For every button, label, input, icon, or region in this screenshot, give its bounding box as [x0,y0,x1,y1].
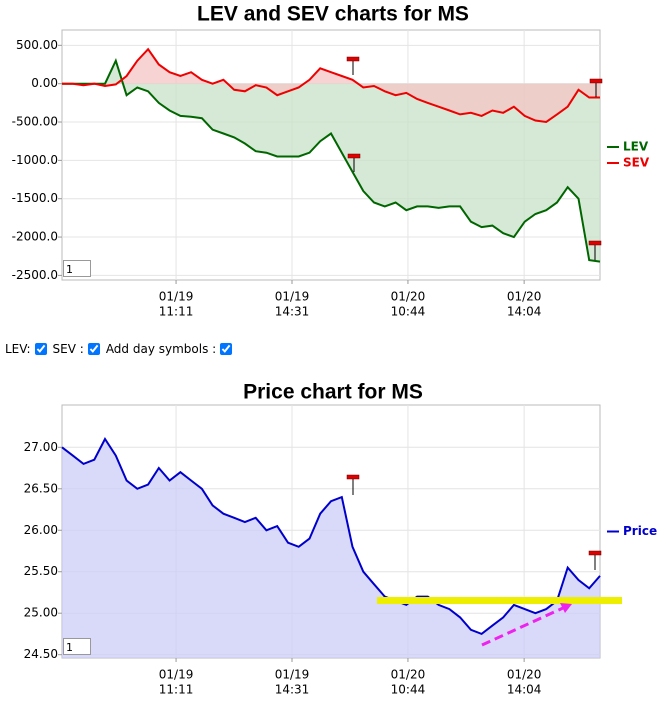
day-symbol [589,78,603,84]
x-tick-time: 11:11 [159,305,194,319]
series-area [62,439,600,658]
x-tick-label: 01/20 [507,668,542,682]
series-area [62,49,600,123]
controls: LEV: SEV : Add day symbols : [5,342,236,356]
series-line [62,47,600,124]
day-symbol [588,240,602,246]
day-symbol [346,56,360,62]
control-checkbox[interactable] [87,343,100,355]
y-tick-label: 26.50 [24,481,58,495]
control-label: Add day symbols : [105,342,217,356]
x-tick-label: 01/20 [391,290,426,304]
y-tick-label: 26.00 [24,523,58,537]
y-tick-label: -500.00 [12,115,58,129]
control-label: SEV : [52,342,84,356]
chart-title: Price chart for MS [243,381,423,404]
y-tick-label: 500.00 [16,38,58,52]
day-symbol [347,153,361,159]
legend-label: Price [623,524,657,538]
control-label: LEV: [5,342,31,356]
x-tick-time: 14:31 [275,305,310,319]
x-tick-label: 01/19 [159,668,194,682]
series-line [62,57,601,263]
y-tick-label: -2000.0 [12,230,58,244]
y-tick-label: 25.50 [24,564,58,578]
x-tick-time: 11:11 [159,683,194,697]
day-symbol [346,474,360,480]
legend-label: SEV [623,156,650,170]
series-line [61,437,601,636]
y-tick-label: -1500.0 [12,191,58,205]
y-tick-label: 27.00 [24,440,58,454]
y-tick-label: -2500.0 [12,268,58,282]
x-tick-time: 10:44 [391,683,426,697]
control-checkbox[interactable] [220,343,233,355]
y-tick-label: -1000.0 [12,153,58,167]
y-tick-label: 25.00 [24,606,58,620]
trend-arrow [481,606,564,647]
x-tick-label: 01/19 [275,290,310,304]
level-line [377,597,622,604]
control-checkbox[interactable] [34,343,47,355]
zoom-input[interactable]: 1 [63,260,91,277]
chart-title: LEV and SEV charts for MS [197,3,469,26]
y-tick-label: 0.00 [31,76,58,90]
zoom-input[interactable]: 1 [63,638,91,655]
trend-arrowhead [560,603,572,613]
x-tick-label: 01/19 [275,668,310,682]
x-tick-label: 01/19 [159,290,194,304]
x-tick-label: 01/20 [507,290,542,304]
x-tick-time: 10:44 [391,305,426,319]
x-tick-time: 14:04 [507,305,542,319]
legend-label: LEV [623,140,649,154]
y-tick-label: 24.50 [24,647,58,661]
x-tick-time: 14:04 [507,683,542,697]
x-tick-label: 01/20 [391,668,426,682]
day-symbol [588,550,602,556]
x-tick-time: 14:31 [275,683,310,697]
